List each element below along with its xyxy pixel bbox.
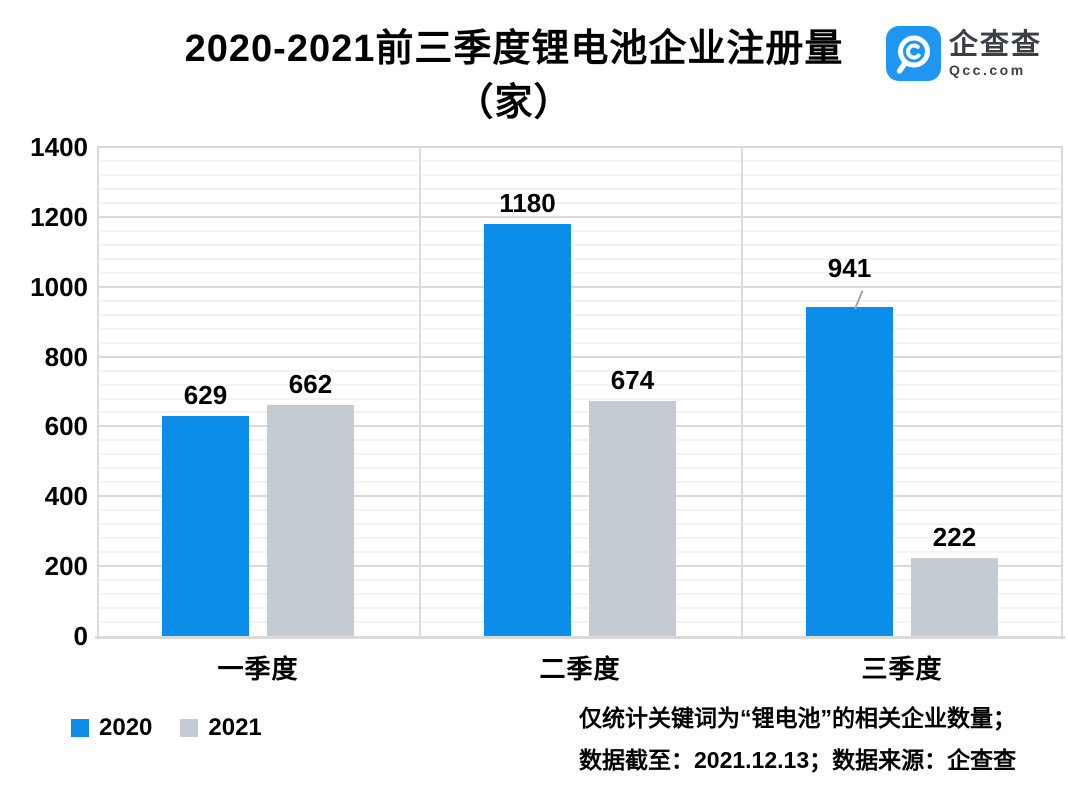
gridline-minor	[97, 523, 1063, 526]
qcc-logo-domain: Qcc.com	[949, 61, 1026, 78]
gridline-minor	[97, 383, 1063, 386]
gridline-minor	[97, 579, 1063, 582]
value-label: 941	[827, 253, 872, 284]
gridline-minor	[97, 453, 1063, 456]
category-separator	[419, 147, 421, 636]
footer-notes: 仅统计关键词为“锂电池”的相关企业数量； 数据截至：2021.12.13；数据来…	[579, 697, 1016, 781]
bar-2020-一季度	[162, 416, 249, 636]
gridline-minor	[97, 551, 1063, 554]
chart-title: 2020-2021前三季度锂电池企业注册量 （家）	[0, 22, 1068, 130]
x-axis-category-labels: 一季度 二季度 三季度	[97, 649, 1063, 686]
bar-2020-三季度	[806, 307, 893, 636]
gridline-minor	[97, 369, 1063, 372]
gridline-minor	[97, 537, 1063, 540]
gridline-minor	[97, 397, 1063, 400]
x-axis-line	[95, 636, 1065, 639]
gridline-minor	[97, 159, 1063, 162]
qcc-logo-text: 企查查 Qcc.com	[949, 29, 1042, 79]
category-separator	[741, 147, 743, 636]
bar-2021-二季度	[589, 400, 676, 636]
bar-2021-三季度	[911, 558, 998, 636]
chart-title-line1: 2020-2021前三季度锂电池企业注册量	[184, 28, 844, 70]
bar-2020-二季度	[484, 223, 571, 636]
gridline-major	[97, 215, 1063, 218]
qcc-logo-name: 企查查	[949, 28, 1043, 61]
gridline-minor	[97, 509, 1063, 512]
legend-label: 2020	[99, 714, 153, 741]
gridline-minor	[97, 341, 1063, 344]
bar-2021-一季度	[267, 404, 354, 636]
gridline-major	[97, 355, 1063, 358]
y-tick-label: 800	[44, 341, 88, 372]
gridline-minor	[97, 621, 1063, 624]
gridline-major	[97, 285, 1063, 288]
qcc-magnifier-icon	[886, 26, 941, 81]
x-category-label: 三季度	[861, 654, 943, 684]
y-tick-label: 1000	[30, 271, 88, 302]
gridline-minor	[97, 187, 1063, 190]
gridline-major	[97, 146, 1063, 148]
value-label: 662	[288, 368, 333, 399]
x-category-label: 一季度	[217, 654, 299, 684]
gridline-major	[97, 565, 1063, 568]
gridline-minor	[97, 173, 1063, 176]
legend-item-2021: 2021	[180, 714, 262, 741]
legend: 2020 2021	[71, 716, 290, 740]
value-label: 629	[183, 380, 228, 411]
gridline-minor	[97, 229, 1063, 232]
y-tick-label: 1400	[30, 132, 88, 162]
y-tick-label: 0	[73, 621, 88, 651]
gridline-minor	[97, 439, 1063, 442]
gridline-minor	[97, 299, 1063, 302]
y-tick-label: 600	[44, 411, 88, 442]
qcc-logo: 企查查 Qcc.com	[886, 26, 1042, 81]
gridline-minor	[97, 201, 1063, 204]
gridline-minor	[97, 411, 1063, 414]
gridline-major	[97, 425, 1063, 428]
y-tick-label: 1200	[30, 201, 88, 232]
gridline-minor	[97, 243, 1063, 246]
footer-note-line1: 仅统计关键词为“锂电池”的相关企业数量；	[579, 705, 1016, 731]
gridline-minor	[97, 481, 1063, 484]
footer-note-line2: 数据截至：2021.12.13；数据来源：企查查	[579, 747, 1017, 773]
gridline-minor	[97, 271, 1063, 274]
value-label: 222	[932, 522, 977, 553]
gridline-minor	[97, 313, 1063, 316]
y-tick-label: 200	[44, 551, 88, 582]
gridline-minor	[97, 327, 1063, 330]
x-category-label: 二季度	[539, 654, 621, 684]
gridline-minor	[97, 593, 1063, 596]
plot-right-border	[1061, 147, 1063, 636]
plot-left-border	[97, 147, 99, 636]
gridline-minor	[97, 607, 1063, 610]
legend-swatch	[180, 719, 199, 737]
gridline-minor	[97, 257, 1063, 260]
chart-title-line2: （家）	[455, 82, 573, 124]
legend-item-2020: 2020	[71, 716, 152, 740]
gridline-major	[97, 495, 1063, 498]
legend-swatch	[71, 719, 89, 737]
plot-area: 629 1180 941 662 674 222	[95, 146, 1065, 639]
legend-label: 2021	[208, 714, 262, 741]
value-label: 1180	[499, 187, 556, 218]
value-label: 674	[610, 364, 655, 395]
y-tick-label: 400	[44, 481, 88, 512]
gridline-minor	[97, 467, 1063, 470]
